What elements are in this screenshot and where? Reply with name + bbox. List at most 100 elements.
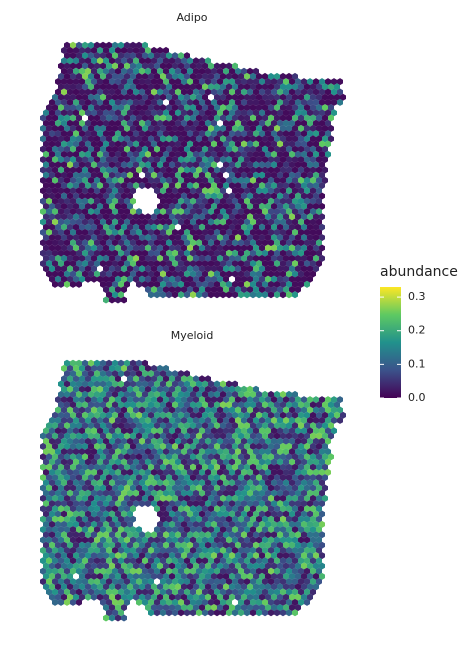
- spot: [175, 275, 181, 283]
- spot: [91, 109, 97, 117]
- spot: [259, 254, 265, 262]
- spot: [292, 432, 298, 440]
- spot: [139, 140, 145, 148]
- spot: [64, 208, 70, 216]
- spot: [151, 213, 157, 221]
- spot: [289, 171, 295, 179]
- spot: [64, 359, 70, 367]
- spot: [82, 124, 88, 132]
- spot: [226, 390, 232, 398]
- spot: [328, 93, 334, 101]
- spot: [178, 104, 184, 112]
- spot: [130, 390, 136, 398]
- spot: [154, 176, 160, 184]
- spot: [205, 119, 211, 127]
- spot: [226, 260, 232, 268]
- spot: [229, 130, 235, 138]
- spot: [190, 411, 196, 419]
- spot: [133, 437, 139, 445]
- spot: [229, 88, 235, 96]
- spot: [172, 291, 178, 299]
- spot: [55, 119, 61, 127]
- spot: [175, 406, 181, 414]
- spot: [106, 83, 112, 91]
- spot: [178, 52, 184, 60]
- spot: [85, 130, 91, 138]
- spot: [76, 72, 82, 80]
- spot: [91, 88, 97, 96]
- spot: [271, 161, 277, 169]
- spot: [178, 380, 184, 388]
- spot: [94, 432, 100, 440]
- spot: [313, 88, 319, 96]
- spot: [52, 411, 58, 419]
- spot: [190, 72, 196, 80]
- spot: [100, 239, 106, 247]
- spot: [310, 270, 316, 278]
- spot: [85, 109, 91, 117]
- spot: [61, 223, 67, 231]
- spot: [163, 275, 169, 283]
- spot: [208, 218, 214, 226]
- spot: [154, 104, 160, 112]
- spot: [160, 291, 166, 299]
- spot: [148, 401, 154, 409]
- spot: [70, 166, 76, 174]
- spot: [139, 265, 145, 273]
- spot: [166, 390, 172, 398]
- spot: [139, 213, 145, 221]
- spot: [241, 161, 247, 169]
- spot: [220, 124, 226, 132]
- spot: [223, 385, 229, 393]
- spot: [244, 249, 250, 257]
- spot: [73, 140, 79, 148]
- spot: [175, 150, 181, 158]
- spot: [319, 109, 325, 117]
- spot: [256, 422, 262, 430]
- spot: [148, 145, 154, 153]
- spot: [211, 161, 217, 169]
- spot: [208, 124, 214, 132]
- spot: [319, 98, 325, 106]
- spot: [76, 52, 82, 60]
- spot: [244, 270, 250, 278]
- spot: [160, 228, 166, 236]
- spot: [289, 78, 295, 86]
- spot: [49, 213, 55, 221]
- spot: [163, 182, 169, 190]
- spot: [130, 83, 136, 91]
- spot: [211, 396, 217, 404]
- spot: [46, 156, 52, 164]
- spot: [142, 41, 148, 49]
- spot: [199, 171, 205, 179]
- spot: [109, 364, 115, 372]
- spot: [55, 213, 61, 221]
- spot: [328, 124, 334, 132]
- spot: [100, 187, 106, 195]
- spot: [142, 280, 148, 288]
- spot: [115, 140, 121, 148]
- spot: [229, 202, 235, 210]
- spot: [292, 93, 298, 101]
- spot: [316, 239, 322, 247]
- spot: [175, 244, 181, 252]
- spot: [217, 427, 223, 435]
- spot: [214, 114, 220, 122]
- spot: [253, 161, 259, 169]
- spot: [187, 396, 193, 404]
- spot: [79, 171, 85, 179]
- spot: [94, 270, 100, 278]
- spot: [304, 401, 310, 409]
- spot: [163, 244, 169, 252]
- spot: [88, 401, 94, 409]
- spot: [118, 176, 124, 184]
- spot: [187, 437, 193, 445]
- spot: [55, 275, 61, 283]
- spot: [211, 150, 217, 158]
- spot: [220, 114, 226, 122]
- spot: [139, 416, 145, 424]
- spot: [298, 124, 304, 132]
- spot: [301, 130, 307, 138]
- spot: [298, 432, 304, 440]
- spot: [136, 83, 142, 91]
